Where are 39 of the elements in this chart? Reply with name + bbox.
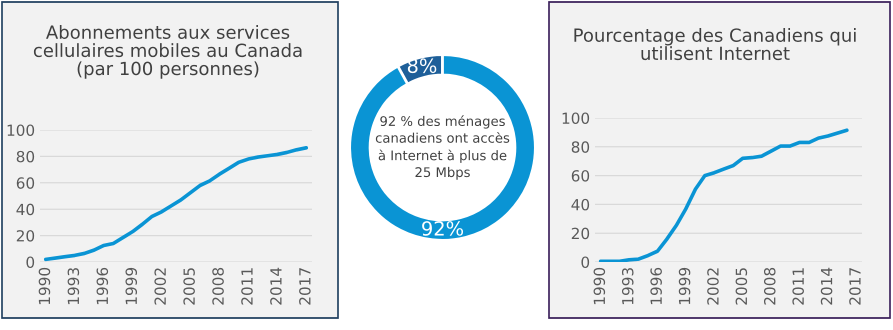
x-tick-label: 2002 (707, 268, 719, 305)
y-tick-label: 0 (581, 256, 590, 268)
x-tick-label: 2008 (212, 268, 224, 305)
y-tick-label: 20 (16, 230, 34, 242)
x-tick-label: 2002 (154, 268, 166, 305)
x-tick-label: 2014 (820, 268, 832, 305)
y-tick-label: 20 (572, 228, 590, 240)
x-tick-label: 2017 (299, 268, 311, 305)
x-tick-label: 2005 (736, 268, 748, 305)
text: 92 % des ménages canadiens ont accès à Internet à plus de 25 Mbps (376, 115, 510, 180)
x-tick-label: 1999 (125, 268, 138, 304)
y-tick-label: 80 (572, 141, 590, 153)
y-tick-label: 60 (16, 177, 34, 189)
x-tick-label: 2011 (241, 268, 253, 305)
x-tick-label: 1999 (678, 268, 690, 304)
y-tick-label: 40 (571, 198, 590, 210)
x-tick-label: 2011 (792, 268, 804, 305)
x-tick-label: 2017 (849, 268, 861, 305)
chart-title: Pourcentage des Canadiens qui utilisent Internet (574, 28, 856, 60)
chart-title: Abonnements aux services cellulaires mobiles au Canada (par 100 personnes) (34, 25, 302, 79)
x-tick-label: 1996 (650, 268, 662, 304)
x-tick-label: 1996 (96, 268, 108, 304)
x-tick-label: 1993 (622, 268, 634, 304)
x-tick-label: 1990 (594, 268, 606, 304)
x-tick-label: 1990 (38, 268, 50, 304)
x-tick-label: 1993 (68, 268, 80, 304)
line-series (44, 146, 308, 262)
y-tick-label: 100 (8, 124, 34, 136)
y-tick-label: 40 (16, 204, 34, 216)
data-label: 92% (422, 221, 464, 236)
line-series (598, 128, 849, 262)
y-tick-label: 80 (16, 150, 34, 162)
x-tick-label: 2014 (270, 268, 282, 305)
y-tick-label: 0 (26, 256, 34, 268)
y-tick-label: 100 (562, 112, 590, 124)
x-tick-label: 2008 (764, 268, 776, 305)
donut-slice (348, 53, 537, 242)
y-tick-label: 60 (572, 170, 590, 182)
x-tick-label: 2005 (183, 268, 195, 305)
